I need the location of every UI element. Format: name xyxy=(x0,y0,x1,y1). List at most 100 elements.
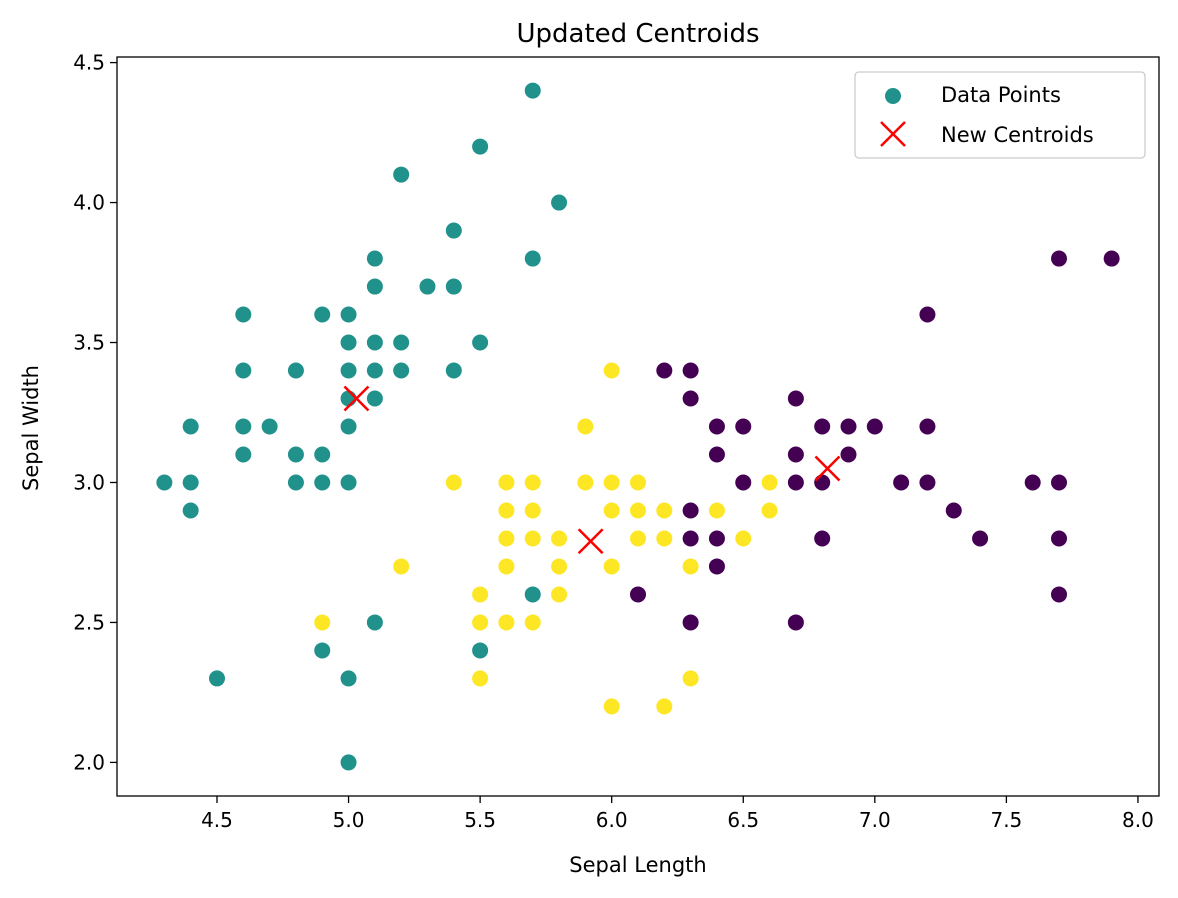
data-point xyxy=(340,670,357,687)
data-point xyxy=(524,474,541,491)
data-point xyxy=(603,474,620,491)
data-point xyxy=(498,558,515,575)
data-point xyxy=(814,418,831,435)
x-tick-label: 7.5 xyxy=(990,808,1022,832)
data-point xyxy=(235,446,252,463)
data-point xyxy=(393,558,410,575)
data-point xyxy=(1051,530,1068,547)
data-point xyxy=(630,530,646,547)
data-point xyxy=(682,614,699,631)
data-point xyxy=(524,586,541,603)
data-point xyxy=(340,754,357,771)
data-point xyxy=(366,278,383,295)
data-point xyxy=(708,558,725,575)
chart-title: Updated Centroids xyxy=(516,19,759,49)
data-point xyxy=(340,306,357,323)
data-point xyxy=(787,446,804,463)
data-point xyxy=(314,446,331,463)
legend-marker-data-points xyxy=(885,88,901,104)
data-point xyxy=(945,502,962,519)
data-point xyxy=(472,138,489,155)
data-point xyxy=(551,586,568,603)
data-point xyxy=(735,474,752,491)
data-point xyxy=(366,390,383,407)
data-point xyxy=(182,502,199,519)
data-point xyxy=(314,306,331,323)
centroid-marker xyxy=(343,385,370,412)
y-tick-label: 2.5 xyxy=(73,610,105,634)
centroid-marker xyxy=(577,528,604,555)
y-axis-ticks: 2.0 2.5 3.0 3.5 4.0 4.5 xyxy=(73,51,117,774)
data-point xyxy=(603,698,620,715)
y-tick-label: 2.0 xyxy=(73,750,105,774)
data-point xyxy=(472,586,489,603)
data-point xyxy=(630,474,646,491)
y-tick-label: 4.0 xyxy=(73,191,105,215)
data-point xyxy=(919,418,936,435)
x-tick-label: 6.5 xyxy=(727,808,759,832)
data-point xyxy=(787,390,804,407)
data-point xyxy=(340,474,357,491)
data-point xyxy=(287,474,304,491)
data-point xyxy=(682,530,699,547)
data-point xyxy=(708,446,725,463)
data-point xyxy=(156,474,173,491)
data-point xyxy=(524,250,541,267)
data-point xyxy=(524,614,541,631)
data-point xyxy=(708,530,725,547)
legend-label-data-points: Data Points xyxy=(941,83,1061,107)
data-point xyxy=(577,474,594,491)
data-point xyxy=(735,530,752,547)
data-point xyxy=(419,278,436,295)
data-point xyxy=(235,362,252,379)
data-point xyxy=(682,558,699,575)
plot-frame xyxy=(116,56,1160,797)
data-point xyxy=(314,474,331,491)
data-point xyxy=(182,474,199,491)
data-point xyxy=(287,362,304,379)
x-tick-label: 8.0 xyxy=(1122,808,1154,832)
x-tick-label: 6.0 xyxy=(596,808,628,832)
data-point xyxy=(840,446,857,463)
data-point xyxy=(366,250,383,267)
data-point xyxy=(340,334,357,351)
data-point xyxy=(498,530,515,547)
data-point xyxy=(893,474,910,491)
data-point xyxy=(445,474,462,491)
data-point xyxy=(314,642,331,659)
data-point xyxy=(840,418,857,435)
data-point xyxy=(972,530,989,547)
data-point xyxy=(761,474,778,491)
data-point xyxy=(524,82,541,99)
data-point xyxy=(393,166,410,183)
data-point xyxy=(919,306,936,323)
data-point xyxy=(340,390,357,407)
data-point xyxy=(682,362,699,379)
legend-marker-new-centroids xyxy=(880,121,906,147)
data-point xyxy=(551,530,568,547)
data-point xyxy=(656,362,673,379)
y-tick-label: 4.5 xyxy=(73,51,105,75)
data-point xyxy=(603,502,620,519)
data-point xyxy=(498,474,515,491)
x-tick-label: 5.0 xyxy=(333,808,365,832)
data-point xyxy=(787,474,804,491)
data-point xyxy=(235,306,252,323)
data-point xyxy=(551,558,568,575)
data-point xyxy=(393,334,410,351)
data-point xyxy=(656,502,673,519)
y-tick-label: 3.0 xyxy=(73,470,105,494)
data-point xyxy=(340,418,357,435)
data-point xyxy=(656,530,673,547)
data-point xyxy=(445,278,462,295)
data-point xyxy=(814,474,831,491)
data-point xyxy=(1051,474,1068,491)
data-point xyxy=(235,418,252,435)
data-point xyxy=(261,418,278,435)
y-axis-label: Sepal Width xyxy=(19,365,43,491)
data-point xyxy=(708,418,725,435)
data-point xyxy=(866,418,883,435)
data-point xyxy=(630,502,646,519)
centroid-marker xyxy=(814,455,841,482)
